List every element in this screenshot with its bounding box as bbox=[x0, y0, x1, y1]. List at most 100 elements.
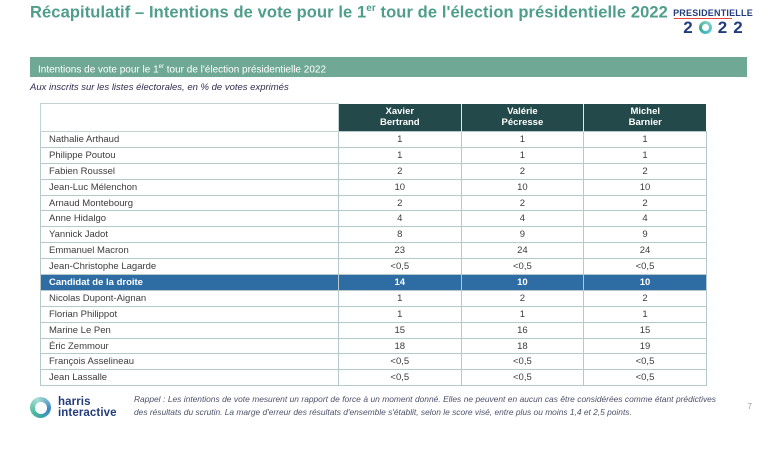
table-subtitle: Aux inscrits sur les listes électorales,… bbox=[30, 82, 289, 93]
vote-value: 2 bbox=[583, 162, 707, 180]
candidate-name: Jean-Christophe Lagarde bbox=[40, 258, 339, 276]
candidate-name: Florian Philippot bbox=[40, 305, 339, 323]
harris-brand-line1: harris bbox=[58, 396, 91, 408]
section-banner-text-end: tour de l'élection présidentielle 2022 bbox=[163, 64, 327, 76]
vote-value: 4 bbox=[583, 210, 707, 228]
vote-value: 16 bbox=[460, 321, 585, 339]
vote-value: 2 bbox=[338, 194, 462, 212]
table-row: Yannick Jadot 8 9 9 bbox=[40, 226, 707, 244]
page-title-superscript: er bbox=[366, 3, 376, 14]
logo-brand-text: PRESIDENTIELLE bbox=[666, 8, 760, 20]
table-row: Éric Zemmour 18 18 19 bbox=[40, 337, 707, 355]
vote-value: 1 bbox=[460, 131, 585, 148]
vote-value: 1 bbox=[460, 146, 585, 164]
vote-value: 15 bbox=[338, 321, 462, 339]
candidate-name: Jean-Luc Mélenchon bbox=[40, 178, 339, 196]
table-row: Philippe Poutou 1 1 1 bbox=[40, 146, 707, 164]
vote-value: <0,5 bbox=[460, 353, 585, 371]
harris-brand-line2: interactive bbox=[58, 406, 117, 419]
vote-value: <0,5 bbox=[460, 258, 585, 276]
vote-value: 8 bbox=[338, 226, 462, 244]
vote-value: 1 bbox=[583, 146, 707, 164]
table-row: Fabien Roussel 2 2 2 bbox=[40, 162, 707, 180]
vote-value: 1 bbox=[583, 305, 707, 323]
vote-value: 2 bbox=[583, 194, 707, 212]
votes-table: Xavier Bertrand Valérie Pécresse Michel … bbox=[40, 103, 707, 387]
section-banner-superscript: er bbox=[158, 64, 164, 70]
vote-value: 10 bbox=[583, 178, 707, 196]
vote-value: 2 bbox=[460, 194, 585, 212]
disclaimer-text: Rappel : Les intentions de vote mesurent… bbox=[134, 394, 716, 417]
table-row: Nicolas Dupont-Aignan 1 2 2 bbox=[40, 289, 707, 307]
vote-value: <0,5 bbox=[460, 369, 585, 387]
harris-brand-text: harris interactive bbox=[58, 397, 117, 418]
table-body: Nathalie Arthaud 1 1 1 Philippe Poutou 1 1 1 Fab… bbox=[40, 131, 707, 387]
vote-value: 19 bbox=[583, 337, 707, 355]
table-header-row: Xavier Bertrand Valérie Pécresse Michel … bbox=[40, 103, 707, 132]
vote-value: <0,5 bbox=[583, 258, 707, 276]
vote-value: 9 bbox=[460, 226, 585, 244]
logo-year-digit: 2 bbox=[683, 18, 693, 37]
column-header-pecresse: Valérie Pécresse bbox=[460, 103, 584, 132]
vote-value: 2 bbox=[583, 289, 707, 307]
table-row: Marine Le Pen 15 16 15 bbox=[40, 321, 707, 339]
vote-value: 14 bbox=[338, 274, 462, 291]
vote-value: <0,5 bbox=[583, 353, 707, 371]
candidate-name: Anne Hidalgo bbox=[40, 210, 339, 228]
candidate-name: François Asselineau bbox=[40, 353, 339, 371]
vote-value: 1 bbox=[460, 305, 585, 323]
vote-value: 10 bbox=[460, 274, 585, 291]
table-row: Nathalie Arthaud 1 1 1 bbox=[40, 131, 707, 148]
candidate-name: Nicolas Dupont-Aignan bbox=[40, 289, 339, 307]
logo-brand-label: PRESIDENTIELLE bbox=[673, 8, 753, 18]
vote-value: 1 bbox=[338, 289, 462, 307]
logo-year-digit: 2 bbox=[717, 18, 728, 37]
table-row: Jean-Christophe Lagarde <0,5 <0,5 <0,5 bbox=[40, 258, 707, 276]
vote-value: <0,5 bbox=[338, 353, 462, 371]
vote-value: 10 bbox=[460, 178, 585, 196]
vote-value: 18 bbox=[460, 337, 585, 355]
vote-value: <0,5 bbox=[583, 369, 707, 387]
candidate-name: Arnaud Montebourg bbox=[40, 194, 339, 212]
page-number: 7 bbox=[747, 402, 752, 411]
page-title-text-end: tour de l'élection présidentielle 2022 bbox=[375, 3, 668, 22]
candidate-name: Nathalie Arthaud bbox=[40, 131, 339, 148]
vote-value: 24 bbox=[583, 242, 707, 260]
vote-value: 4 bbox=[460, 210, 585, 228]
page-title: Récapitulatif – Intentions de vote pour … bbox=[30, 3, 668, 23]
logo-red-underline bbox=[674, 17, 732, 20]
section-banner: Intentions de vote pour le 1er tour de l… bbox=[30, 57, 747, 77]
candidate-name: Yannick Jadot bbox=[40, 226, 339, 244]
logo-zero-ring-icon bbox=[698, 21, 712, 34]
section-banner-text: Intentions de vote pour le 1 bbox=[38, 64, 159, 76]
candidate-name: Marine Le Pen bbox=[40, 321, 339, 339]
vote-value: 1 bbox=[338, 131, 462, 148]
vote-value: 15 bbox=[583, 321, 707, 339]
column-header-barnier: Michel Barnier bbox=[583, 103, 707, 132]
vote-value: <0,5 bbox=[338, 258, 462, 276]
candidate-name: Philippe Poutou bbox=[40, 146, 339, 164]
table-row: Candidat de la droite 14 10 10 bbox=[40, 274, 707, 291]
vote-value: 1 bbox=[583, 131, 707, 148]
table-row: François Asselineau <0,5 <0,5 <0,5 bbox=[40, 353, 707, 371]
vote-value: 23 bbox=[338, 242, 462, 260]
vote-value: 4 bbox=[338, 210, 462, 228]
vote-value: 2 bbox=[460, 289, 585, 307]
vote-value: 10 bbox=[338, 178, 462, 196]
candidate-name: Jean Lassalle bbox=[40, 369, 339, 387]
candidate-name: Emmanuel Macron bbox=[40, 242, 339, 260]
vote-value: 1 bbox=[338, 146, 462, 164]
table-row: Emmanuel Macron 23 24 24 bbox=[40, 242, 707, 260]
harris-interactive-logo: harris interactive bbox=[30, 397, 117, 418]
vote-value: 1 bbox=[338, 305, 462, 323]
logo-year-digit: 2 bbox=[733, 18, 743, 37]
table-row: Arnaud Montebourg 2 2 2 bbox=[40, 194, 707, 212]
table-header: Xavier Bertrand Valérie Pécresse Michel … bbox=[40, 103, 707, 132]
vote-value: 24 bbox=[460, 242, 585, 260]
column-header-bertrand: Xavier Bertrand bbox=[338, 103, 462, 132]
harris-ring-icon bbox=[30, 397, 51, 418]
vote-value: 9 bbox=[583, 226, 707, 244]
